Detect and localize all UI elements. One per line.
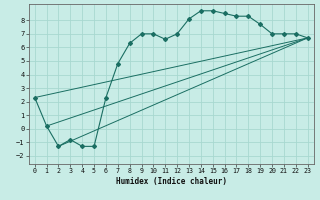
X-axis label: Humidex (Indice chaleur): Humidex (Indice chaleur) xyxy=(116,177,227,186)
